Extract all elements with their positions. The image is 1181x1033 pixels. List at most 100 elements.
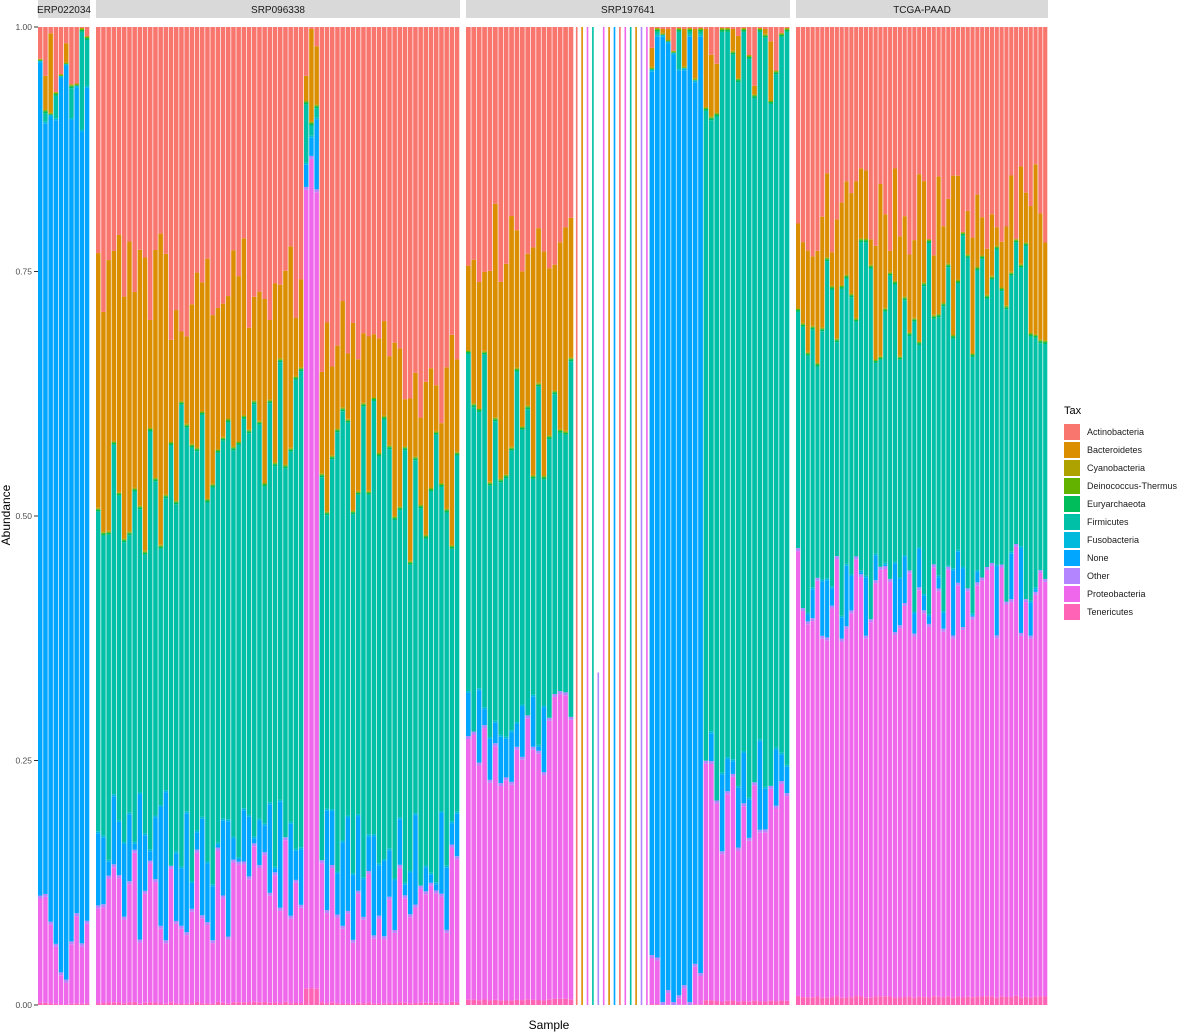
bar-segment-euryarchaeota: [687, 29, 693, 32]
bar-segment-none: [413, 815, 418, 905]
bar-segment-tenericutes: [241, 1002, 247, 1005]
bar-segment-fusobacteria: [498, 734, 504, 737]
bar-segment-proteobacteria: [493, 746, 498, 1000]
bar-segment-cyanobacteria: [371, 397, 377, 399]
bar: [946, 27, 951, 1005]
bar-segment-bacteroidetes: [205, 258, 210, 499]
bar-segment-cyanobacteria: [676, 27, 682, 29]
bar-segment-deinococcus-thermus: [1028, 333, 1033, 335]
bar-segment-proteobacteria: [820, 638, 825, 998]
bar-segment-proteobacteria: [994, 638, 999, 998]
bar-segment-tenericutes: [985, 996, 990, 1005]
bar-segment-fusobacteria: [671, 52, 676, 55]
bar-segment-tenericutes: [168, 1002, 174, 1005]
bar-segment-actinobacteria: [1004, 27, 1009, 227]
bar-segment-fusobacteria: [955, 549, 961, 552]
bar-segment-proteobacteria: [361, 919, 366, 1004]
bar-segment-proteobacteria: [449, 847, 455, 1002]
bar-segment-euryarchaeota: [741, 29, 747, 32]
bar: [53, 27, 59, 1005]
bar-segment-cyanobacteria: [487, 481, 493, 483]
bar-segment-tenericutes: [897, 997, 902, 1005]
bar-segment-cyanobacteria: [324, 511, 330, 513]
bar-segment-tenericutes: [1018, 997, 1024, 1005]
bar: [602, 27, 605, 1005]
bar-segment-none: [345, 817, 351, 911]
bar-segment-actinobacteria: [189, 27, 195, 305]
bar-segment-deinococcus-thermus: [330, 456, 335, 458]
bar-segment-tenericutes: [509, 1000, 514, 1005]
bar-segment-deinococcus-thermus: [736, 79, 741, 81]
bar: [629, 27, 632, 1005]
bar-segment-other: [902, 603, 907, 606]
bar-segment-firmicutes: [820, 331, 825, 580]
bar-segment-proteobacteria: [402, 898, 408, 1003]
bar-segment-proteobacteria: [482, 728, 487, 1000]
bar-segment-tenericutes: [153, 1002, 158, 1005]
bar: [111, 27, 117, 1005]
facet-strip-tcga-paad: [796, 0, 1048, 18]
bar-segment-proteobacteria: [757, 832, 763, 1002]
bar-segment-proteobacteria: [725, 794, 730, 1001]
bar-segment-firmicutes: [829, 289, 835, 587]
bar-segment-euryarchaeota: [815, 364, 820, 367]
bar-segment-tenericutes: [878, 996, 883, 1005]
bar-segment-euryarchaeota: [330, 457, 335, 460]
bar-segment-firmicutes: [471, 407, 477, 732]
bar-segment-euryarchaeota: [319, 475, 325, 478]
bar-segment-other: [466, 736, 471, 739]
bar-segment-other: [682, 985, 687, 989]
bar-segment-actinobacteria: [449, 27, 455, 335]
bar-segment-tenericutes: [179, 1003, 184, 1005]
bar: [646, 27, 648, 1005]
bar-segment-none: [137, 794, 143, 940]
bar-segment-other: [649, 955, 655, 959]
bar-segment-deinococcus-thermus: [366, 491, 371, 493]
bar-segment-cyanobacteria: [304, 100, 309, 102]
bar-segment-euryarchaeota: [878, 357, 883, 360]
bar-segment-fusobacteria: [84, 85, 90, 88]
bar-segment-cyanobacteria: [892, 280, 898, 282]
legend-item: Actinobacteria: [1064, 423, 1181, 441]
bar-segment-other: [741, 803, 747, 807]
bar-segment-other: [800, 608, 805, 612]
bar-segment-none: [892, 563, 898, 633]
bar-segment-none: [38, 62, 43, 896]
bar: [371, 27, 377, 1005]
bar-segment-euryarchaeota: [931, 316, 936, 319]
bar-segment-firmicutes: [356, 494, 361, 815]
bar-segment-proteobacteria: [536, 753, 541, 1000]
bar-segment-other: [907, 570, 912, 574]
bar-segment-actinobacteria: [741, 27, 747, 28]
bar-segment-tenericutes: [210, 1003, 215, 1005]
y-tick-label: 0.25: [15, 756, 32, 766]
bar-segment-proteobacteria: [698, 976, 703, 1005]
bar-segment-other: [1009, 599, 1014, 603]
bar: [283, 27, 288, 1005]
bar: [226, 27, 231, 1005]
bar-segment-euryarchaeota: [849, 295, 854, 298]
bar-segment-euryarchaeota: [912, 319, 917, 322]
bar-segment-cyanobacteria: [1004, 305, 1009, 307]
bar-segment-firmicutes: [116, 495, 122, 820]
bar: [231, 27, 236, 1005]
bar-segment-firmicutes: [629, 27, 632, 1005]
bar-segment-cyanobacteria: [361, 402, 366, 404]
bar-segment-deinococcus-thermus: [356, 491, 361, 493]
bar-segment-tenericutes: [892, 997, 898, 1005]
bar-segment-actinobacteria: [408, 27, 413, 399]
bar-segment-none: [376, 865, 382, 916]
bar-segment-other: [849, 610, 854, 614]
bar-segment-euryarchaeota: [859, 240, 864, 243]
bar: [878, 27, 883, 1005]
bar-segment-other: [922, 610, 927, 614]
bar-segment-none: [272, 868, 278, 873]
bar-segment-deinococcus-thermus: [692, 79, 698, 81]
bar-segment-proteobacteria: [215, 850, 221, 1002]
bar-segment-actinobacteria: [487, 27, 493, 271]
bar: [592, 27, 594, 1005]
bar-segment-firmicutes: [382, 419, 387, 860]
bar-segment-other: [376, 915, 382, 919]
bar-segment-other: [449, 844, 455, 848]
bar-segment-tenericutes: [314, 988, 319, 1005]
